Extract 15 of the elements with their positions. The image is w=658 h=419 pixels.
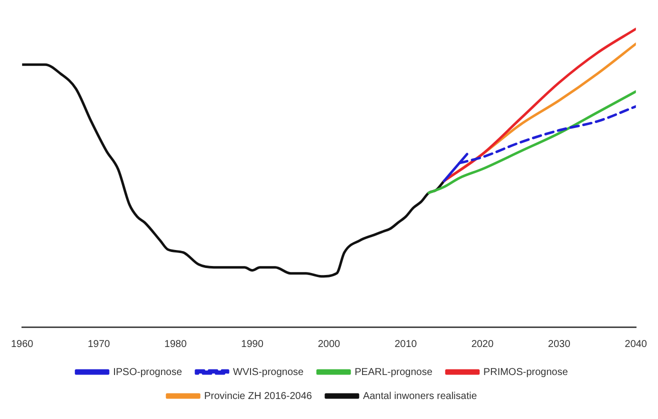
legend-label: Aantal inwoners realisatie: [362, 390, 478, 402]
legend-label: Provincie ZH 2016-2046: [204, 390, 312, 402]
x-tick-label: 1990: [241, 338, 264, 350]
x-tick-label: 2010: [394, 338, 418, 350]
x-tick-label: 2020: [471, 338, 494, 350]
legend-label: IPSO-prognose: [113, 366, 182, 378]
x-tick-label: 2000: [318, 338, 341, 350]
x-tick-label: 2040: [624, 338, 648, 350]
x-tick-label: 1980: [164, 338, 188, 350]
legend-label: PRIMOS-prognose: [483, 366, 568, 378]
legend-label: PEARL-prognose: [354, 366, 433, 378]
x-tick-label: 1960: [11, 338, 34, 350]
legend-label: WVIS-prognose: [233, 366, 304, 378]
x-tick-label: 1970: [88, 338, 110, 350]
x-tick-label: 2030: [548, 338, 571, 350]
